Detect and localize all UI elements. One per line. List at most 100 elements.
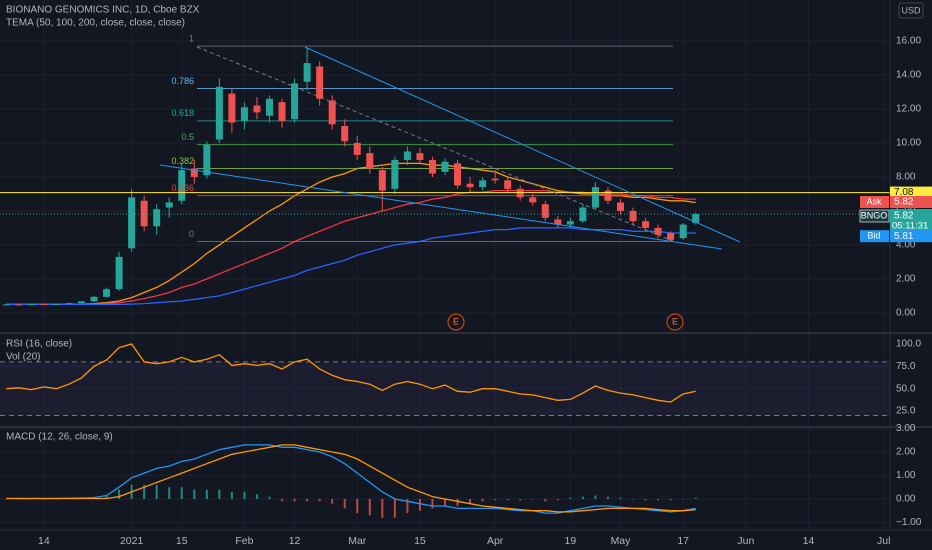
candle-body [554, 219, 562, 225]
candle-body [27, 304, 35, 306]
candle-body [591, 187, 599, 208]
histogram-bar [694, 497, 697, 499]
earnings-marker[interactable] [447, 313, 465, 331]
candle-body [654, 227, 662, 235]
candle-body [115, 256, 123, 290]
candle-body [454, 163, 462, 186]
histogram-bar [682, 498, 685, 500]
indicator-line [6, 227, 696, 306]
candle-body [529, 197, 537, 203]
y-tick-label: 75.0 [896, 361, 916, 372]
fib-label: 0 [189, 229, 194, 239]
x-tick-label: 14 [803, 535, 815, 547]
histogram-bar [118, 489, 121, 499]
y-tick-label: 25.0 [896, 406, 916, 417]
candle-body [203, 144, 211, 176]
price-name: Bid [867, 231, 880, 241]
histogram-bar [556, 498, 559, 501]
histogram-bar [255, 494, 258, 499]
histogram-bar [281, 498, 284, 502]
y-tick-label: −1.00 [896, 517, 922, 528]
indicator-line [6, 162, 696, 306]
candle-body [278, 102, 286, 121]
histogram-bar [581, 496, 584, 499]
x-tick-label: Apr [487, 535, 504, 547]
y-tick-label: 4.00 [896, 240, 916, 251]
price-box [890, 209, 932, 234]
histogram-bar [632, 498, 635, 500]
x-tick-label: 15 [414, 535, 426, 547]
histogram-bar [657, 498, 660, 501]
histogram-bar [331, 498, 334, 504]
candle-body [40, 304, 48, 306]
histogram-bar [105, 495, 108, 499]
wedge-lower [159, 164, 723, 250]
x-tick-label: 17 [677, 535, 689, 547]
histogram-bar [193, 489, 196, 499]
histogram-bar [243, 491, 246, 499]
candle-body [504, 180, 512, 189]
histogram-bar [644, 498, 647, 501]
histogram-bar [544, 498, 547, 502]
fib-label: 0.786 [171, 76, 194, 86]
histogram-bar [469, 498, 472, 504]
labels: 14 2021 15 Feb 12 Mar 15 Apr 19 May 17 Jun 14 Jul 0.00… [38, 33, 932, 547]
histogram-bar [5, 498, 8, 500]
candle-body [642, 221, 650, 228]
y-tick-label: 16.00 [896, 36, 921, 47]
x-tick-label: Jul [877, 535, 890, 547]
y-tick-label: 12.00 [896, 104, 921, 115]
candle-body [616, 202, 624, 211]
candle-body [428, 159, 436, 174]
y-tick-label: 3.00 [896, 423, 916, 434]
indicator-line [6, 343, 696, 403]
candle-body [15, 304, 23, 306]
price-box [890, 196, 932, 209]
fib-label: 0.236 [171, 183, 194, 193]
candle-body [240, 107, 248, 121]
candle-body [165, 202, 173, 208]
price-value: 5.81 [894, 231, 914, 242]
histogram-bar [594, 495, 597, 499]
price-name-box [860, 230, 889, 243]
histogram-bar [606, 496, 609, 499]
histogram-bar [218, 489, 221, 499]
y-tick-label: 8.00 [896, 172, 916, 183]
histogram-bar [356, 498, 359, 514]
candle-body [692, 214, 700, 223]
price-name-box [860, 196, 889, 209]
candle-body [516, 188, 524, 198]
candle-body [403, 151, 411, 160]
histogram-bar [55, 498, 58, 500]
histogram-bar [481, 498, 484, 502]
histogram-bar [168, 487, 171, 499]
histogram-bar [268, 496, 271, 499]
candle-body [679, 224, 687, 239]
histogram-bar [17, 498, 20, 500]
currency-box[interactable] [898, 2, 924, 19]
y-tick-label: 100.0 [896, 339, 921, 350]
histogram-bar [343, 498, 346, 509]
price-countdown: 05:11:31 [892, 221, 928, 232]
candle-body [253, 105, 261, 113]
candle-body [316, 66, 324, 99]
earnings-label: E [453, 316, 459, 326]
histogram-bar [318, 498, 321, 502]
histogram-bar [293, 498, 296, 502]
y-tick-label: 10.00 [896, 138, 921, 149]
y-tick-label: 50.0 [896, 383, 916, 394]
candle-body [667, 233, 675, 240]
x-tick-label: 12 [289, 535, 301, 547]
candle-body [228, 93, 236, 123]
candle-body [541, 204, 549, 218]
candle-body [353, 142, 361, 155]
earnings-marker[interactable] [666, 313, 684, 331]
candle-body [90, 296, 98, 302]
histogram-bar [519, 498, 522, 501]
histogram-bar [506, 498, 509, 501]
histogram-bar [381, 498, 384, 518]
wedge-upper [304, 46, 741, 243]
candle-body [629, 210, 637, 222]
histogram-bar [230, 491, 233, 499]
y-tick-label: 2.00 [896, 447, 916, 458]
